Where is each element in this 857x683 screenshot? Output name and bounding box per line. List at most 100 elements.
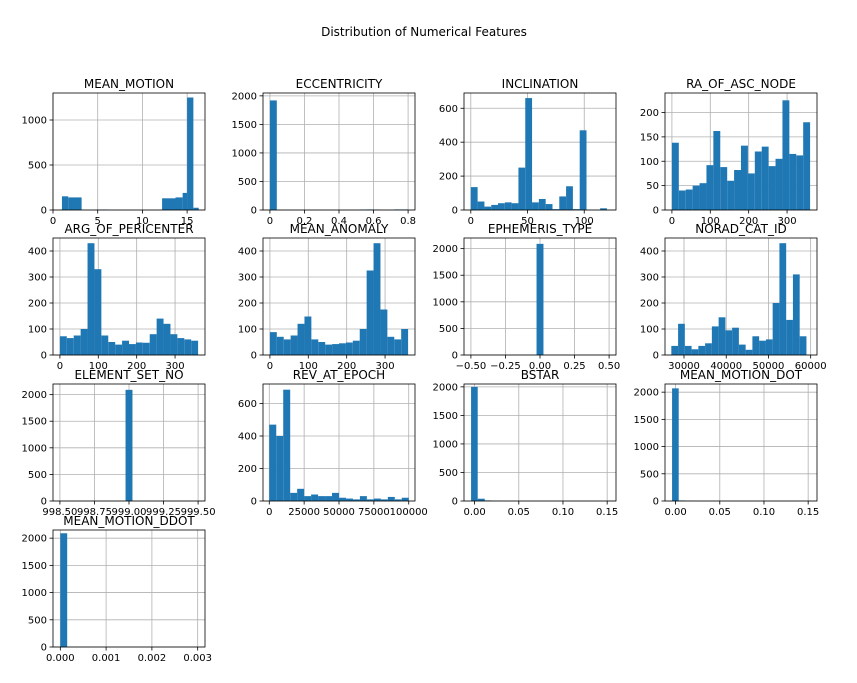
histogram-bar [149, 334, 157, 355]
histogram-bar [706, 165, 714, 210]
histogram-panel-mean-motion: MEAN_MOTION 0 500 1000 0 5 10 15 [22, 77, 206, 227]
axes-frame [52, 529, 206, 648]
histogram-bar [184, 339, 192, 355]
x-tick-label: 100 [89, 361, 108, 372]
x-tick-label: 0 [267, 216, 273, 227]
histogram-bar [525, 98, 533, 210]
y-tick-label: 500 [28, 161, 47, 172]
histogram-bar [359, 329, 367, 355]
histogram-bar [366, 499, 374, 501]
x-tick-label: 999.50 [181, 507, 216, 518]
x-tick-label: 0.10 [552, 507, 574, 518]
histogram-bar [685, 189, 693, 210]
y-tick-label: 100 [640, 325, 659, 336]
y-tick-label: 1000 [22, 116, 47, 127]
histogram-bar [276, 436, 284, 501]
histogram-panel-mean-motion-ddot: MEAN_MOTION_DDOT 0 500 1000 1500 2000 0.000 0.0… [22, 514, 212, 664]
panel-title: ARG_OF_PERICENTER [64, 222, 193, 236]
histogram-bar [732, 327, 739, 355]
histogram-bar [283, 339, 291, 355]
histogram-bar [705, 343, 712, 355]
y-tick-label: 0 [251, 351, 257, 362]
histogram-panel-arg-of-pericenter: ARG_OF_PERICENTER 0 100 200 300 400 0 100 200 300 [28, 222, 206, 372]
x-tick-label: 300 [376, 361, 395, 372]
histogram-bar [713, 131, 721, 210]
y-tick-label: 1500 [22, 561, 47, 572]
x-tick-label: 10 [136, 216, 149, 227]
y-tick-label: 400 [238, 247, 257, 258]
histogram-bar [745, 349, 753, 355]
histogram-bar [491, 204, 499, 210]
x-tick-label: 100 [701, 216, 720, 227]
histogram-bar [718, 317, 726, 355]
panel-title: EPHEMERIS_TYPE [488, 222, 592, 236]
histogram-bar [532, 202, 539, 210]
histogram-bar [339, 497, 346, 501]
histogram-bar [66, 338, 74, 355]
x-tick-label: 100 [299, 361, 318, 372]
x-tick-label: 0 [57, 361, 63, 372]
x-tick-label: −0.50 [456, 361, 487, 372]
histogram-bar [366, 270, 374, 355]
histogram-bar [283, 389, 291, 501]
x-tick-label: 200 [127, 361, 146, 372]
x-tick-label: 50 [521, 216, 534, 227]
histogram-bar [678, 190, 686, 210]
x-tick-label: 0 [266, 507, 272, 518]
y-tick-label: 1000 [433, 297, 458, 308]
histogram-bar [380, 309, 388, 355]
histogram-bar [182, 192, 188, 210]
histogram-bar [387, 496, 395, 501]
histogram-panel-bstar: BSTAR 0 500 1000 1500 2000 0.00 0.05 0.10 0.15 [433, 368, 619, 518]
axes-frame [52, 92, 206, 211]
y-tick-label: 1500 [232, 120, 257, 131]
histogram-bar [163, 323, 171, 355]
histogram-bar [803, 122, 811, 210]
histogram-bar [711, 326, 719, 355]
histogram-bar [80, 329, 88, 355]
histogram-bar [276, 336, 284, 355]
axes-frame [52, 237, 206, 356]
histogram-panel-rev-at-epoch: REV_AT_EPOCH 0 200 400 600 0 25000 50000 75000 10… [238, 368, 428, 518]
x-tick-label: 200 [739, 216, 758, 227]
x-tick-label: 0.25 [563, 361, 585, 372]
x-tick-label: 200 [337, 361, 356, 372]
histogram-bar [373, 243, 381, 355]
histogram-bar [752, 336, 760, 355]
y-tick-label: 200 [28, 299, 47, 310]
histogram-bar [61, 196, 69, 210]
y-tick-label: 150 [640, 132, 659, 143]
axes-frame [463, 383, 617, 502]
histogram-bar [772, 303, 780, 355]
histogram-bar [727, 180, 735, 210]
axes-frame [463, 92, 617, 211]
histogram-bar [484, 206, 492, 210]
x-tick-label: 0.00 [664, 507, 686, 518]
y-tick-label: 0 [653, 497, 659, 508]
histogram-bar [339, 343, 346, 355]
histogram-bar [761, 146, 769, 210]
x-tick-label: 0.2 [297, 216, 313, 227]
histogram-bar [471, 386, 478, 501]
y-tick-label: 0 [41, 206, 47, 217]
x-tick-label: 30000 [668, 361, 700, 372]
histogram-bar [311, 339, 319, 355]
panel-title: INCLINATION [502, 77, 579, 91]
histogram-bar [765, 339, 773, 355]
y-tick-label: 1000 [22, 588, 47, 599]
y-tick-label: 0 [452, 206, 458, 217]
y-tick-label: 0 [452, 351, 458, 362]
histogram-bar [177, 338, 185, 355]
x-tick-label: 0.6 [366, 216, 382, 227]
x-tick-label: 0 [50, 216, 56, 227]
histogram-bar [504, 202, 512, 210]
histogram-bar [698, 345, 706, 355]
y-tick-label: 1000 [433, 439, 458, 450]
histogram-bar [115, 344, 123, 355]
y-tick-label: 2000 [433, 244, 458, 255]
y-tick-label: 500 [238, 177, 257, 188]
histogram-bar [345, 498, 353, 501]
histogram-bar [518, 167, 526, 210]
x-tick-label: 50000 [323, 507, 355, 518]
histogram-bar [187, 97, 194, 210]
